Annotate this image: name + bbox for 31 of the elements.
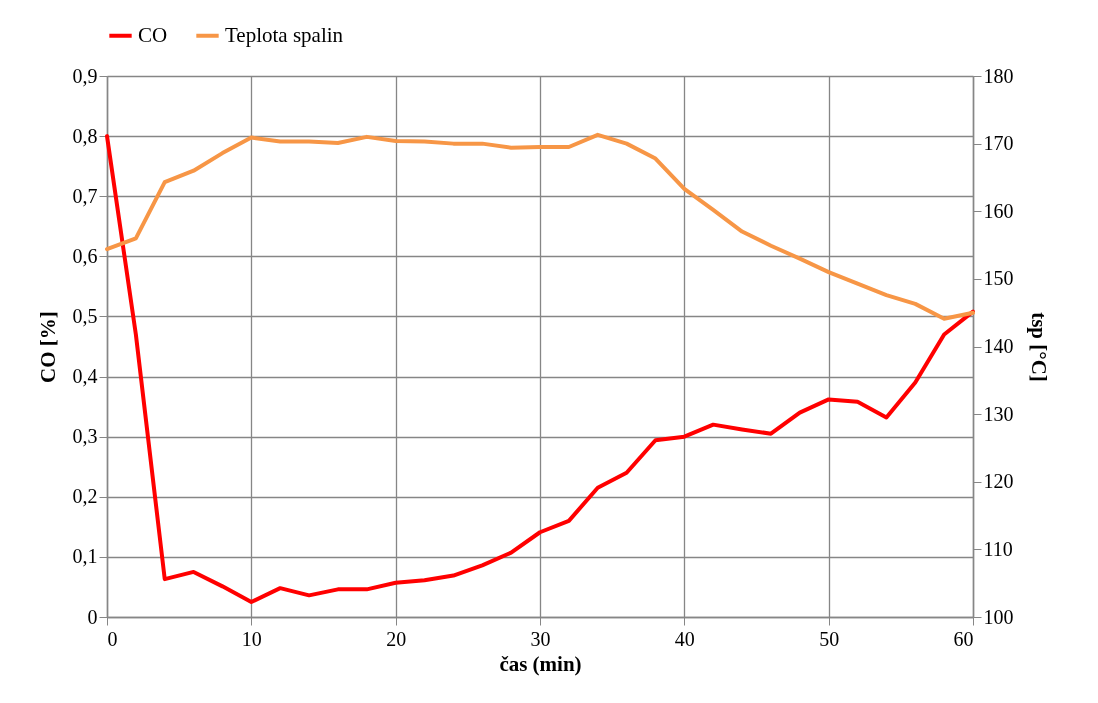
y2-tick-label: 120 bbox=[983, 470, 1014, 493]
legend-label: Teplota spalin bbox=[225, 22, 344, 47]
y2-tick-label: 170 bbox=[983, 132, 1014, 155]
x-tick-label: 20 bbox=[386, 627, 407, 650]
y2-axis-title: tsp [°C] bbox=[1026, 312, 1051, 382]
y-tick-label: 0,9 bbox=[72, 64, 98, 87]
x-axis-title: čas (min) bbox=[499, 651, 582, 676]
y-tick-label: 0 bbox=[87, 605, 98, 628]
x-tick-label: 40 bbox=[674, 627, 695, 650]
x-tick-label: 50 bbox=[819, 627, 840, 650]
x-tick-label: 30 bbox=[530, 627, 551, 650]
y-axis-title: CO [%] bbox=[35, 311, 60, 383]
y-tick-label: 0,5 bbox=[72, 304, 98, 327]
y-tick-label: 0,1 bbox=[72, 545, 98, 568]
legend-label: CO bbox=[138, 22, 168, 47]
y-tick-label: 0,7 bbox=[72, 184, 98, 207]
x-tick-label: 60 bbox=[953, 627, 974, 650]
y-tick-label: 0,8 bbox=[72, 124, 98, 147]
y-tick-label: 0,3 bbox=[72, 425, 98, 448]
y2-tick-label: 130 bbox=[983, 402, 1014, 425]
y2-tick-label: 180 bbox=[983, 64, 1014, 87]
y2-tick-label: 110 bbox=[983, 537, 1013, 560]
y2-tick-label: 160 bbox=[983, 199, 1014, 222]
y2-tick-label: 140 bbox=[983, 335, 1014, 357]
x-tick-label: 0 bbox=[107, 627, 118, 650]
y2-tick-label: 100 bbox=[983, 605, 1014, 628]
y-tick-label: 0,4 bbox=[72, 365, 98, 388]
y-tick-label: 0,2 bbox=[72, 485, 98, 508]
x-tick-label: 10 bbox=[241, 627, 262, 650]
y2-tick-label: 150 bbox=[983, 267, 1014, 290]
y-tick-label: 0,6 bbox=[72, 244, 98, 267]
